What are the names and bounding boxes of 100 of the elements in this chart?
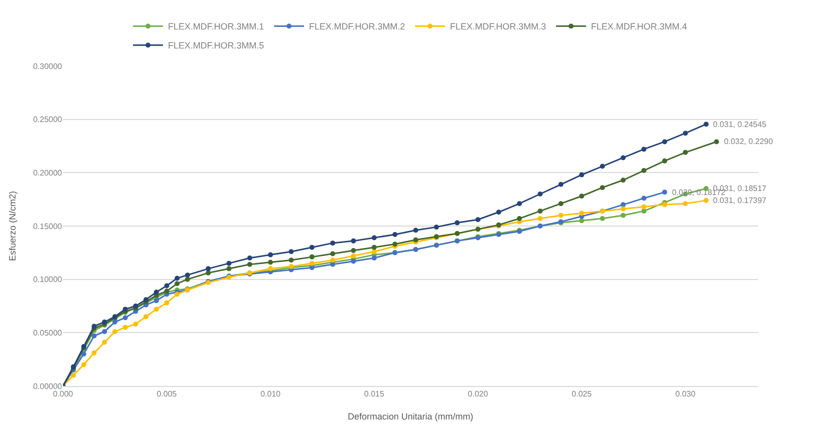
- legend-label: FLEX.MDF.HOR.3MM.1: [168, 22, 264, 32]
- point: [558, 212, 564, 218]
- point: [454, 220, 460, 226]
- legend-label: FLEX.MDF.HOR.3MM.3: [450, 22, 546, 32]
- point: [600, 164, 605, 169]
- point: [102, 329, 107, 334]
- y-tick-label: 0.00000: [33, 382, 63, 391]
- x-axis-title: Deformacion Unitaria (mm/mm): [348, 411, 474, 422]
- point: [538, 208, 543, 214]
- point: [309, 244, 314, 250]
- point: [143, 314, 148, 320]
- legend-label: FLEX.MDF.HOR.3MM.4: [591, 22, 688, 32]
- y-tick-label: 0.25000: [33, 115, 63, 124]
- point: [620, 178, 626, 183]
- x-tick-label: 0.005: [156, 390, 178, 399]
- point: [434, 224, 439, 230]
- point: [372, 256, 377, 260]
- point: [496, 210, 502, 215]
- point: [92, 350, 97, 356]
- point: [682, 130, 688, 136]
- point: [558, 201, 564, 206]
- point: [620, 206, 626, 212]
- point: [413, 228, 418, 233]
- point: [133, 304, 138, 308]
- point: [372, 249, 377, 254]
- x-tick-label: 0.015: [364, 390, 385, 399]
- annotation: 0.031, 0.17397: [713, 196, 767, 205]
- point: [102, 340, 107, 345]
- point: [102, 320, 107, 324]
- point: [392, 232, 398, 238]
- point: [704, 122, 709, 127]
- point: [350, 253, 356, 258]
- x-tick-label: 0.020: [468, 390, 488, 399]
- point: [268, 252, 273, 258]
- point: [475, 217, 480, 222]
- point: [81, 352, 86, 356]
- point: [164, 283, 170, 288]
- point: [579, 172, 584, 178]
- annotation: 0.032, 0.2290: [724, 137, 774, 146]
- point: [330, 251, 336, 256]
- point: [538, 216, 543, 222]
- point: [184, 276, 190, 282]
- point: [641, 208, 646, 214]
- point: [641, 168, 646, 174]
- point: [558, 182, 564, 187]
- point: [682, 150, 688, 155]
- point: [662, 139, 668, 144]
- point: [600, 185, 605, 190]
- point: [174, 281, 180, 286]
- point: [600, 216, 605, 222]
- point: [122, 315, 128, 320]
- point: [247, 262, 252, 267]
- point: [112, 329, 118, 334]
- point: [620, 155, 626, 160]
- point: [516, 216, 522, 222]
- point: [641, 146, 646, 152]
- x-tick-label: 0.025: [572, 390, 592, 399]
- point: [70, 372, 76, 378]
- point: [184, 272, 190, 278]
- y-tick-label: 0.05000: [33, 328, 63, 338]
- point: [662, 190, 668, 195]
- x-tick-label: 0.000: [52, 390, 74, 399]
- point: [620, 212, 626, 218]
- legend-label: FLEX.MDF.HOR.3MM.2: [309, 22, 406, 32]
- point: [704, 198, 709, 203]
- x-tick-label: 0.030: [675, 390, 696, 399]
- point: [372, 235, 377, 240]
- y-tick-label: 0.10000: [33, 275, 63, 284]
- legend-label: FLEX.MDF.HOR.3MM.5: [168, 40, 264, 51]
- point: [206, 270, 211, 276]
- point: [641, 204, 646, 210]
- point: [133, 322, 138, 327]
- y-axis-title: Esfuerzo (N/cm2): [7, 190, 18, 262]
- point: [309, 265, 314, 270]
- point: [579, 194, 584, 199]
- point: [372, 244, 377, 250]
- point: [164, 300, 170, 306]
- point: [154, 306, 159, 312]
- point: [92, 333, 97, 338]
- y-tick-label: 0.20000: [33, 168, 63, 178]
- point: [226, 266, 232, 272]
- point: [413, 237, 418, 242]
- point: [268, 260, 273, 265]
- point: [330, 240, 336, 246]
- point: [206, 266, 211, 272]
- point: [350, 238, 356, 244]
- point: [288, 249, 294, 254]
- point: [641, 196, 646, 201]
- point: [154, 298, 159, 304]
- point: [620, 202, 626, 208]
- x-tick-label: 0.010: [260, 390, 282, 399]
- point: [309, 254, 314, 260]
- point: [579, 210, 584, 216]
- point: [662, 158, 668, 164]
- point: [174, 276, 180, 281]
- point: [714, 139, 720, 144]
- point: [682, 201, 688, 206]
- point: [516, 201, 522, 206]
- point: [538, 192, 543, 196]
- y-tick-label: 0.15000: [33, 222, 63, 231]
